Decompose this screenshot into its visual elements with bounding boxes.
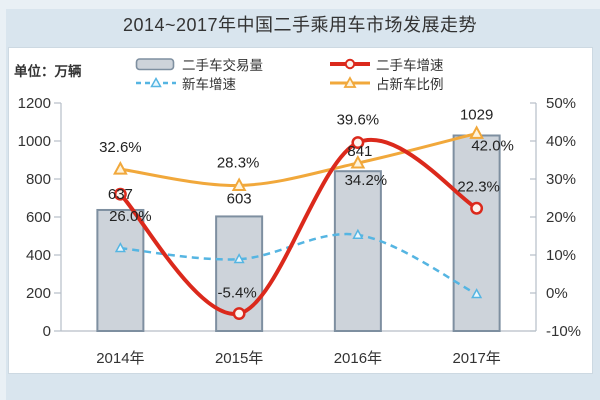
used-car-growth-line — [118, 137, 479, 316]
used-car-growth-marker — [113, 187, 127, 201]
right-axis-tick-label: 50% — [546, 95, 576, 112]
bar-2014年 — [96, 208, 145, 332]
legend-item-share-of-new-car: 占新车比例 — [329, 74, 444, 92]
right-axis-tick-label: 10% — [546, 247, 576, 264]
bar-swatch-icon — [135, 57, 175, 70]
left-axis-tick-label: 200 — [26, 285, 51, 302]
chart-canvas: 1200 1000 800 600 400 200 0 50% 40% 30% 20% 10% 0% -1… — [18, 95, 581, 367]
left-highlight-strip — [0, 0, 6, 400]
share-of-new-car-label: 32.6% — [99, 139, 142, 156]
left-axis-tick-label: 1000 — [18, 133, 51, 150]
new-car-growth-line — [120, 232, 478, 296]
right-axis-tick-label: -10% — [546, 323, 581, 340]
left-axis-tick-label: 1200 — [18, 95, 51, 112]
left-axis-tick-label: 800 — [26, 171, 51, 188]
legend-item-used-car-volume: 二手车交易量 — [135, 55, 263, 73]
share-of-new-car-label: 28.3% — [217, 154, 260, 171]
bar-value-label: 1029 — [460, 106, 493, 123]
unit-label: 单位：万辆 — [14, 64, 82, 79]
left-axis-tick-label: 600 — [26, 209, 51, 226]
legend-label: 新车增速 — [182, 76, 236, 92]
right-axis-tick-label: 20% — [546, 209, 576, 226]
legend-label: 二手车增速 — [376, 57, 444, 73]
right-axis-tick-label: 40% — [546, 133, 576, 150]
bar-value-label: 841 — [347, 143, 372, 160]
left-axis-tick-label: 400 — [26, 247, 51, 264]
legend-item-new-car-growth: 新车增速 — [135, 74, 236, 92]
new-car-growth-marker — [471, 288, 483, 299]
legend-item-used-car-growth: 二手车增速 — [329, 55, 444, 73]
bar-value-label: 637 — [108, 186, 133, 203]
x-axis-label: 2017年 — [452, 350, 500, 367]
used-car-growth-label: -5.4% — [218, 285, 257, 302]
blue-dashed-triangle-swatch-icon — [136, 76, 176, 87]
page-title: 2014~2017年中国二手乘用车市场发展走势 — [122, 15, 478, 35]
x-axis-label: 2016年 — [334, 350, 382, 367]
share-of-new-car-label: 34.2% — [345, 172, 388, 189]
new-car-growth-marker — [352, 228, 364, 239]
red-line-circle-swatch-icon — [330, 58, 370, 69]
share-of-new-car-marker — [350, 154, 366, 169]
x-axis-label: 2015年 — [215, 350, 263, 367]
right-axis-tick-label: 0% — [546, 285, 568, 302]
used-car-growth-label: 22.3% — [457, 178, 500, 195]
new-car-growth-marker — [233, 253, 245, 264]
share-of-new-car-marker — [231, 177, 247, 191]
top-highlight-strip — [0, 0, 600, 9]
used-car-growth-label: 26.0% — [109, 208, 152, 225]
bar-2017年 — [452, 134, 501, 332]
bar-value-label: 603 — [227, 190, 252, 207]
used-car-growth-label: 39.6% — [337, 112, 380, 129]
bar-2016年 — [333, 170, 382, 332]
orange-line-triangle-swatch-icon — [330, 75, 370, 88]
share-of-new-car-label: 42.0% — [471, 137, 514, 154]
new-car-growth-marker — [114, 242, 126, 253]
share-of-new-car-line — [120, 131, 477, 187]
chart-panel: 单位：万辆 二手车交易量 二手车增速 新车增速 占新车比例 1200 1000 80… — [8, 47, 593, 374]
used-car-growth-marker — [470, 201, 484, 215]
legend-label: 二手车交易量 — [182, 57, 263, 73]
right-axis-tick-label: 30% — [546, 171, 576, 188]
used-car-growth-marker — [351, 136, 365, 149]
share-of-new-car-marker — [112, 161, 128, 175]
legend-label: 占新车比例 — [376, 76, 444, 92]
used-car-growth-marker — [232, 307, 246, 320]
left-axis-tick-label: 0 — [43, 323, 51, 340]
x-axis-label: 2014年 — [96, 350, 144, 367]
share-of-new-car-marker — [469, 125, 485, 139]
